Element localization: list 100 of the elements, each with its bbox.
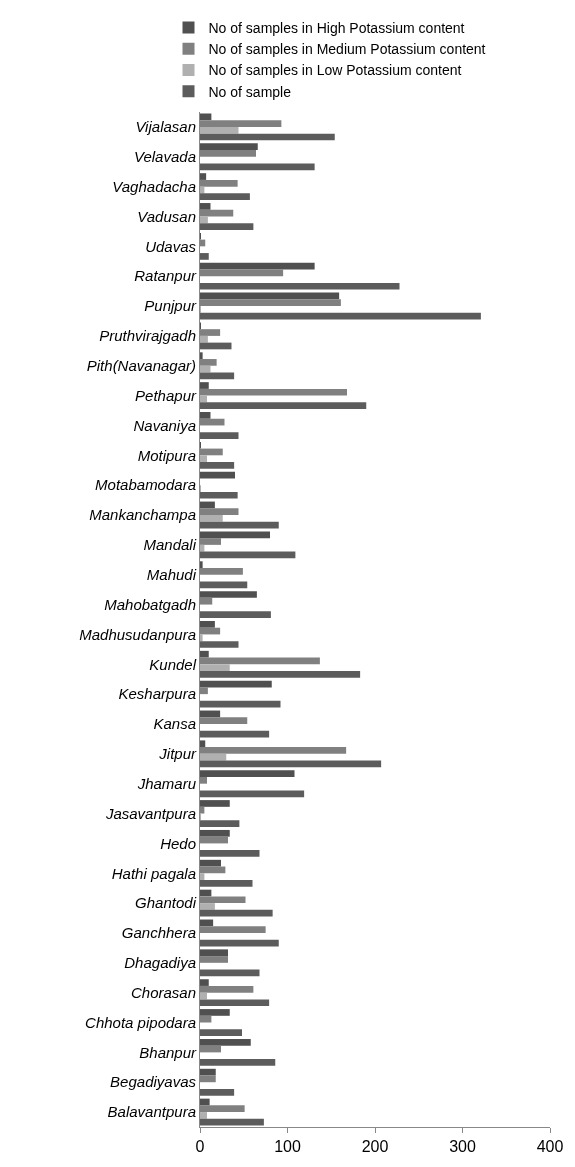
bar [200,1088,235,1096]
bar [200,173,207,180]
y-tick-label: Mandali [143,536,197,554]
legend-label: No of samples in Medium Potassium content [208,41,486,58]
bar [200,581,248,589]
bar [200,969,260,977]
bar [200,664,230,671]
y-tick-label: Mahudi [146,565,197,583]
bar [200,1029,242,1036]
y-tick-label: Hathi pagala [111,864,196,882]
y-tick-label: Udavas [145,237,197,255]
bar [200,903,215,910]
y-tick-label: Madhusudanpura [79,625,196,643]
bar [200,949,228,957]
bar [200,634,203,642]
bar [200,979,209,986]
bar [200,873,205,880]
y-tick-label: Hedo [160,834,196,852]
bar [200,335,208,343]
y-tick-label: Pruthvirajgadh [99,327,196,345]
bar [200,770,295,777]
y-tick-label: Motipura [137,446,196,464]
bar [200,1038,251,1046]
bar [200,999,270,1007]
bar [200,223,254,230]
bar [200,820,240,827]
bar [200,1112,207,1119]
bar [200,611,271,619]
bar [200,282,400,290]
bar [200,740,206,748]
bar [200,591,257,598]
bar [200,850,260,857]
legend-label: No of sample [208,83,292,100]
bar [200,753,227,761]
bar [200,382,209,389]
y-tick-label: Jitpur [158,745,197,763]
x-tick-label: 200 [361,1138,389,1156]
bar [200,1009,230,1016]
bar [200,402,367,410]
y-tick-label: Motabamodara [95,476,196,494]
bar [200,1059,276,1066]
y-tick-label: Dhagadiya [124,954,196,972]
bar [200,491,238,499]
bar [200,1068,216,1076]
bar [200,620,215,628]
legend-label: No of samples in Low Potassium content [208,62,462,79]
bar [200,650,209,658]
x-tick-label: 300 [449,1138,476,1156]
bar [200,879,253,887]
bar [200,203,211,210]
y-tick-label: Navaniya [133,416,196,434]
y-tick-label: Vaghadacha [112,177,196,195]
y-tick-label: Kansa [153,715,196,733]
y-tick-label: Punjpur [144,297,197,315]
bar [200,143,258,151]
bar [200,790,305,798]
bar [200,829,230,837]
y-tick-label: Ratanpur [134,267,197,285]
bar [200,501,215,509]
bar [200,412,211,419]
bar [200,909,273,917]
bar [200,262,315,270]
y-tick-label: Mankanchampa [89,506,196,524]
bar [200,680,272,688]
y-tick-label: Balavantpura [107,1103,196,1121]
bar [200,859,221,867]
bar [200,455,207,463]
bar [200,800,230,807]
legend-label: No of samples in High Potassium content [208,19,465,36]
bar [200,1098,210,1106]
x-tick-label: 0 [195,1138,205,1156]
bar [200,342,232,350]
bar [200,113,212,121]
bar [200,216,208,224]
y-tick-label: Jhamaru [136,774,197,792]
y-tick-label: Ghantodi [135,894,197,912]
y-tick-label: Kesharpura [118,685,196,703]
bar [200,561,203,568]
y-tick-label: Chhota pipodara [85,1013,196,1031]
y-tick-label: Jasavantpura [104,804,196,822]
bar [200,253,209,260]
bar [200,1118,264,1126]
bar [200,432,239,439]
bar [200,515,223,522]
bar [200,365,211,373]
bar [200,372,235,380]
y-tick-label: Vijalasan [135,118,196,136]
bar [200,126,239,134]
bar [200,193,250,201]
x-tick-label: 400 [536,1138,564,1156]
y-tick-label: Chorasan [130,983,196,1001]
y-tick-label: Pith(Navanagar) [86,357,196,374]
bar [200,163,315,171]
y-tick-label: Mahobatgadh [104,595,196,613]
bar [200,641,239,648]
y-tick-label: Ganchhera [121,924,196,942]
bar [200,700,281,708]
bar [200,531,270,539]
y-tick-label: Pethapur [135,386,197,404]
bar [200,544,205,552]
